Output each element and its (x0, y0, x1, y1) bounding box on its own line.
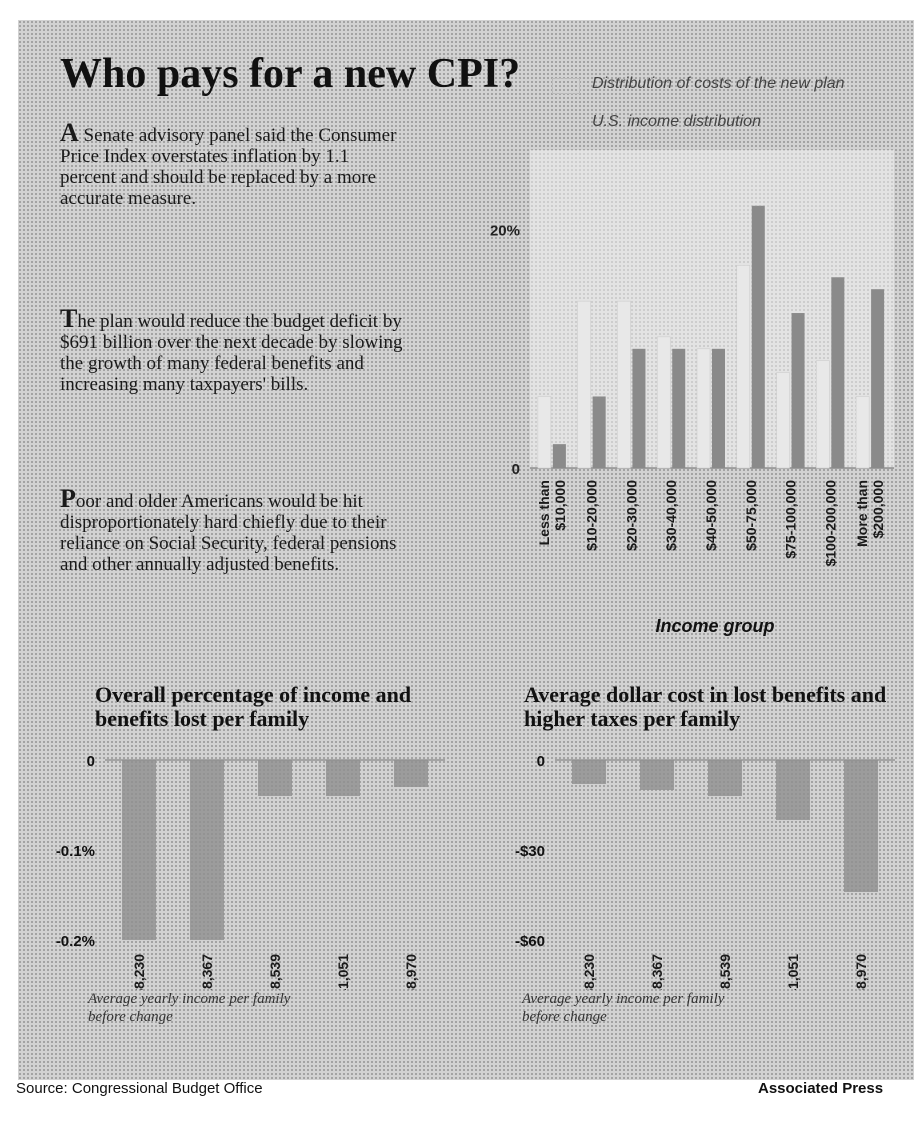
x-tick-label-3: $30-40,000 (663, 480, 679, 551)
bar-income-5 (751, 205, 765, 468)
paragraph-3: Poor and older Americans would be hit di… (60, 486, 405, 576)
y-tick-label-0: 0 (512, 461, 520, 478)
bar-income-4 (712, 348, 725, 468)
legend-swatch-income (552, 116, 578, 130)
pct-bar-2 (258, 760, 292, 796)
pct-y-tick-label-0: 0 (87, 753, 95, 770)
pct-x-tick-label-1: $18,367 (199, 954, 215, 990)
bar-income-8 (871, 289, 885, 468)
bar-costs-7 (816, 360, 830, 469)
income-distribution-chart: 0 20% Less than $10,000 $10-20,000 $20-30,000… (490, 150, 894, 636)
bar-income-6 (791, 313, 805, 468)
usd-bar-3 (776, 760, 810, 820)
footnote-percentage: Average yearly income per family before … (88, 991, 291, 1025)
bar-costs-0 (537, 396, 552, 469)
chart-title-percentage: Overall percentage of income and benefit… (95, 682, 412, 731)
x-tick-label-0-0: Less than (536, 480, 552, 545)
bar-income-0 (552, 444, 566, 468)
x-axis-title: Income group (655, 616, 774, 636)
pct-y-tick-label-1: -0.1% (56, 843, 95, 860)
x-tick-label-5: $50-75,000 (743, 480, 759, 551)
percentage-loss-chart: 0 -0.1% -0.2% $8,230 $18,367 $28,539 $41,051 $8… (56, 753, 445, 990)
x-tick-label-6: $75-100,000 (783, 480, 799, 559)
pct-x-tick-label-2: $28,539 (267, 954, 283, 990)
pct-bar-0 (122, 760, 156, 940)
usd-y-tick-label-1: -$30 (515, 843, 545, 860)
usd-x-tick-label-1: $18,367 (649, 954, 665, 990)
paragraph-1-text: Senate advisory panel said the Consumer … (60, 125, 397, 209)
usd-bar-4 (844, 760, 878, 892)
dropcap-1: A (60, 118, 79, 147)
usd-x-tick-label-0: $8,230 (581, 954, 597, 990)
pct-x-tick-label-4: $88,970 (403, 954, 419, 990)
x-tick-label-8-1: $200,000 (870, 480, 886, 539)
bar-costs-4 (696, 348, 711, 469)
source-credit: Source: Congressional Budget Office (16, 1080, 263, 1097)
chart-title-dollar: Average dollar cost in lost benefits and… (524, 682, 887, 731)
footnote-dollar: Average yearly income per family before … (522, 991, 725, 1025)
x-tick-label-8-0: More than (854, 480, 870, 547)
dropcap-2: T (60, 304, 78, 333)
y-tick-label-1: 20% (490, 223, 520, 240)
dollar-cost-chart: 0 -$30 -$60 $8,230 $18,367 $28,539 $41,051 $88,… (515, 753, 895, 990)
pct-y-tick-label-2: -0.2% (56, 933, 95, 950)
usd-y-tick-label-2: -$60 (515, 933, 545, 950)
usd-y-tick-label-0: 0 (537, 753, 545, 770)
usd-x-tick-label-4: $88,970 (853, 954, 869, 990)
paragraph-3-text: oor and older Americans would be hit dis… (60, 491, 397, 575)
legend-label-income: U.S. income distribution (592, 113, 761, 130)
paragraph-2-text: he plan would reduce the budget deficit … (60, 311, 403, 395)
bar-costs-3 (656, 336, 671, 469)
x-tick-label-1: $10-20,000 (584, 480, 600, 551)
legend-label-costs: Distribution of costs of the new plan (592, 75, 845, 92)
bar-income-3 (672, 348, 686, 468)
paragraph-2: The plan would reduce the budget deficit… (60, 306, 405, 396)
usd-bar-2 (708, 760, 742, 796)
pct-x-tick-label-0: $8,230 (131, 954, 147, 990)
legend-swatch-costs (552, 78, 580, 94)
bar-income-7 (831, 277, 845, 468)
usd-bar-1 (640, 760, 674, 790)
x-tick-label-2: $20-30,000 (623, 480, 639, 551)
pct-x-tick-label-3: $41,051 (335, 954, 351, 990)
paragraph-1: A Senate advisory panel said the Consume… (60, 120, 405, 210)
bar-costs-8 (855, 396, 870, 469)
usd-x-tick-label-3: $41,051 (785, 954, 801, 990)
dropcap-3: P (60, 484, 76, 513)
bar-costs-5 (736, 265, 751, 469)
headline: Who pays for a new CPI? (60, 51, 521, 97)
usd-x-tick-label-2: $28,539 (717, 954, 733, 990)
bar-costs-6 (776, 372, 790, 469)
pct-bar-3 (326, 760, 360, 796)
bar-income-1 (592, 396, 606, 468)
pct-bar-1 (190, 760, 224, 940)
x-tick-label-0-1: $10,000 (552, 480, 568, 531)
x-tick-label-4: $40-50,000 (703, 480, 719, 551)
pct-bar-4 (394, 760, 428, 787)
bar-income-2 (632, 348, 646, 468)
bar-costs-1 (577, 300, 591, 469)
x-tick-label-7: $100-200,000 (822, 480, 838, 567)
agency-credit: Associated Press (758, 1080, 884, 1097)
usd-bar-0 (572, 760, 606, 784)
bar-costs-2 (617, 300, 631, 469)
